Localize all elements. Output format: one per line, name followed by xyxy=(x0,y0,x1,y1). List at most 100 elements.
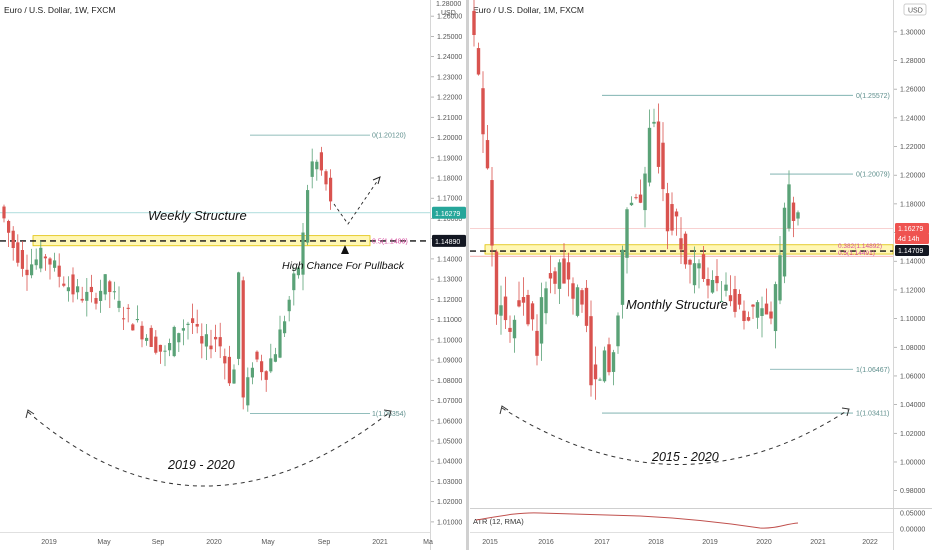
candle-body xyxy=(117,300,121,308)
candle-body xyxy=(283,321,287,334)
y-tick-label: 1.24000 xyxy=(437,54,462,61)
candle-body xyxy=(324,171,328,185)
y-tick-label: 1.01000 xyxy=(437,519,462,526)
candle-body xyxy=(710,279,715,293)
candle-body xyxy=(2,206,6,219)
candle-body xyxy=(575,287,580,316)
fib-mid-label: 0.5(1.14491) xyxy=(838,250,875,257)
candle-body xyxy=(154,336,158,353)
currency-label: USD xyxy=(441,10,456,17)
arc-arrowhead xyxy=(25,409,35,419)
candle-body xyxy=(688,259,692,265)
price-tag-label: 1.14709 xyxy=(898,248,923,255)
y-tick-label: 1.05000 xyxy=(437,438,462,445)
candle-body xyxy=(553,271,557,284)
indicator-label: ATR (12, RMA) xyxy=(473,517,524,526)
candle-body xyxy=(742,310,746,322)
indicator-tick-label: 0.05000 xyxy=(900,511,925,518)
candle-body xyxy=(634,197,638,199)
candle-body xyxy=(315,161,319,170)
candle-body xyxy=(168,343,172,351)
y-tick-label: 1.08000 xyxy=(437,378,462,385)
candle-body xyxy=(329,177,333,202)
y-tick-label: 1.12000 xyxy=(900,287,925,294)
candle-body xyxy=(683,233,688,265)
candle-body xyxy=(131,324,135,331)
candle-body xyxy=(733,288,737,312)
chart-title: Euro / U.S. Dollar, 1M, FXCM xyxy=(473,5,584,15)
candle-body xyxy=(122,318,126,320)
candle-body xyxy=(89,286,93,293)
candle-body xyxy=(80,298,84,301)
candle-body xyxy=(778,255,782,301)
fib-level-label: 0(1.20120) xyxy=(372,133,406,140)
monthly-chart-panel[interactable]: Euro / U.S. Dollar, 1M, FXCM USD 1.30000 1.… xyxy=(470,0,932,550)
candle-body xyxy=(791,202,796,221)
candle-body xyxy=(25,269,29,276)
x-tick-label: May xyxy=(261,539,275,546)
candle-body xyxy=(158,344,162,352)
candle-body xyxy=(195,324,199,327)
y-tick-label: 1.08000 xyxy=(900,345,925,352)
x-tick-label: 2020 xyxy=(206,539,222,546)
candle-body xyxy=(112,291,116,293)
arc-arrowhead xyxy=(383,409,392,419)
period-annotation: 2015 - 2020 xyxy=(651,450,719,464)
candle-body xyxy=(647,127,652,183)
indicator-tick-label: 0.00000 xyxy=(900,527,925,534)
candle-body xyxy=(490,180,494,246)
currency-button[interactable] xyxy=(903,3,927,16)
candle-body xyxy=(593,364,598,380)
candle-body xyxy=(665,193,670,232)
weekly-chart-panel[interactable]: Euro / U.S. Dollar, 1W, FXCM USD 1.28000 1.… xyxy=(0,0,466,550)
arc-arrowhead xyxy=(499,405,509,415)
candle-body xyxy=(485,140,490,169)
y-tick-label: 1.30000 xyxy=(900,29,925,36)
y-tick-label: 1.20000 xyxy=(437,135,462,142)
candle-body xyxy=(746,317,751,321)
candle-body xyxy=(566,262,571,280)
candle-body xyxy=(39,247,43,269)
candle-body xyxy=(512,319,517,339)
y-tick-label: 1.10000 xyxy=(900,316,925,323)
x-tick-label: 2020 xyxy=(756,539,772,546)
price-tag-label: 1.14890 xyxy=(435,239,460,246)
candle-body xyxy=(186,323,190,325)
candle-body xyxy=(172,326,176,357)
arc-arrowhead xyxy=(841,407,850,417)
x-tick-label: Sep xyxy=(318,539,331,546)
x-tick-label: 2021 xyxy=(810,539,826,546)
candle-body xyxy=(163,350,167,352)
candle-body xyxy=(43,256,47,259)
candle-body xyxy=(34,259,38,266)
x-tick-label: 2016 xyxy=(538,539,554,546)
candle-body xyxy=(71,274,75,295)
zone-annotation: Monthly Structure xyxy=(626,297,728,312)
period-annotation: 2019 - 2020 xyxy=(167,458,235,472)
candle-body xyxy=(191,318,195,324)
candle-body xyxy=(214,336,218,340)
y-tick-label: 0.98000 xyxy=(900,488,925,495)
candle-body xyxy=(724,284,728,291)
y-tick-label: 1.18000 xyxy=(900,201,925,208)
candle-body xyxy=(273,354,277,362)
candle-body xyxy=(145,337,149,341)
candle-body xyxy=(598,379,602,381)
y-tick-label: 1.26000 xyxy=(437,14,462,21)
candle-body xyxy=(589,316,593,386)
y-tick-label: 1.04000 xyxy=(437,459,462,466)
fib-level-label: 0(1.20079) xyxy=(856,172,890,179)
candle-body xyxy=(7,220,11,233)
candle-body xyxy=(319,152,323,171)
x-tick-label: Ma xyxy=(423,539,433,546)
x-tick-label: 2021 xyxy=(372,539,388,546)
candle-body xyxy=(584,287,589,326)
price-tag xyxy=(895,223,929,235)
y-tick-label: 1.22000 xyxy=(437,95,462,102)
y-tick-label: 1.02000 xyxy=(437,499,462,506)
price-tag xyxy=(432,234,466,247)
candle-body xyxy=(764,303,769,315)
fib-level-label: 1(1.06467) xyxy=(856,367,890,374)
candle-body xyxy=(728,295,733,302)
candle-body xyxy=(264,371,268,380)
